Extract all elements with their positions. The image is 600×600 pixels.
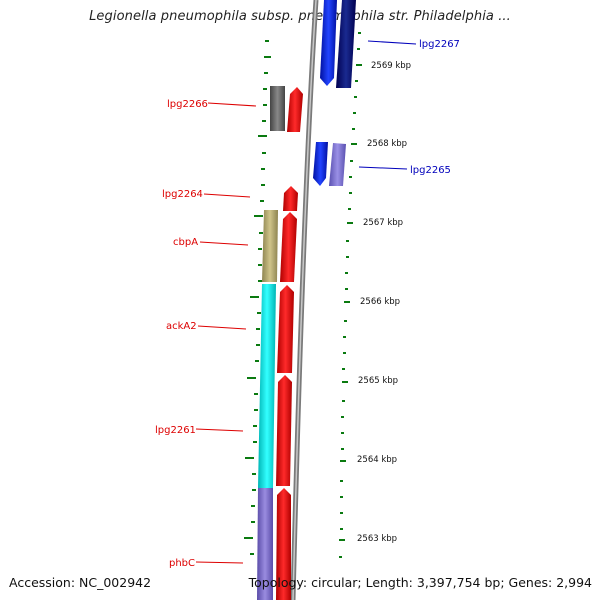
- gene-label-lpg2261[interactable]: lpg2261: [155, 425, 196, 436]
- gene-red-arrow: [287, 87, 303, 132]
- leader-line: [367, 40, 417, 45]
- gene-neighbor-arrow: [336, 0, 356, 88]
- gene-label-cbpA[interactable]: cbpA: [173, 237, 198, 248]
- inner-tick-marks: [244, 40, 271, 555]
- kbp-tick-label: 2569 kbp: [371, 61, 411, 71]
- leader-line: [195, 428, 244, 432]
- gene-lpg2266-block: [270, 86, 285, 131]
- outer-tick-marks: [339, 32, 362, 558]
- leader-line: [358, 166, 408, 170]
- gene-label-lpg2266[interactable]: lpg2266: [167, 99, 208, 110]
- gene-lpg2264-arrow: [283, 186, 298, 211]
- gene-label-lpg2264[interactable]: lpg2264: [162, 189, 203, 200]
- kbp-tick-label: 2567 kbp: [363, 218, 403, 228]
- gene-red-arrow: [280, 212, 297, 282]
- gene-label-phbC[interactable]: phbC: [169, 558, 195, 569]
- kbp-tick-label: 2566 kbp: [360, 297, 400, 307]
- gene-label-lpg2265[interactable]: lpg2265: [410, 165, 451, 176]
- leader-line: [199, 241, 249, 246]
- kbp-tick-label: 2565 kbp: [358, 376, 398, 386]
- gene-phbC-block: [257, 488, 273, 600]
- kbp-tick-label: 2564 kbp: [357, 455, 397, 465]
- gene-red-arrow: [276, 375, 292, 486]
- gene-lavender-arrow: [329, 143, 346, 186]
- leader-line: [203, 193, 251, 198]
- gene-lpg2267-arrow: [320, 0, 337, 86]
- gene-red-arrow: [276, 488, 291, 600]
- gene-red-arrow: [277, 285, 294, 373]
- map-title: Legionella pneumophila subsp. pneumophil…: [89, 9, 511, 24]
- gene-ackA2-block: [258, 284, 276, 488]
- kbp-tick-label: 2563 kbp: [357, 534, 397, 544]
- leader-line: [207, 102, 257, 107]
- gene-label-ackA2[interactable]: ackA2: [166, 321, 197, 332]
- gene-label-lpg2267[interactable]: lpg2267: [419, 39, 460, 50]
- topology-text: Topology: circular; Length: 3,397,754 bp…: [248, 575, 592, 590]
- accession-text: Accession: NC_002942: [9, 575, 152, 590]
- gene-cbpA-block: [262, 210, 278, 282]
- gene-lpg2265-arrow: [313, 142, 328, 186]
- leader-line: [195, 561, 244, 564]
- leader-line: [197, 325, 247, 330]
- kbp-tick-label: 2568 kbp: [367, 139, 407, 149]
